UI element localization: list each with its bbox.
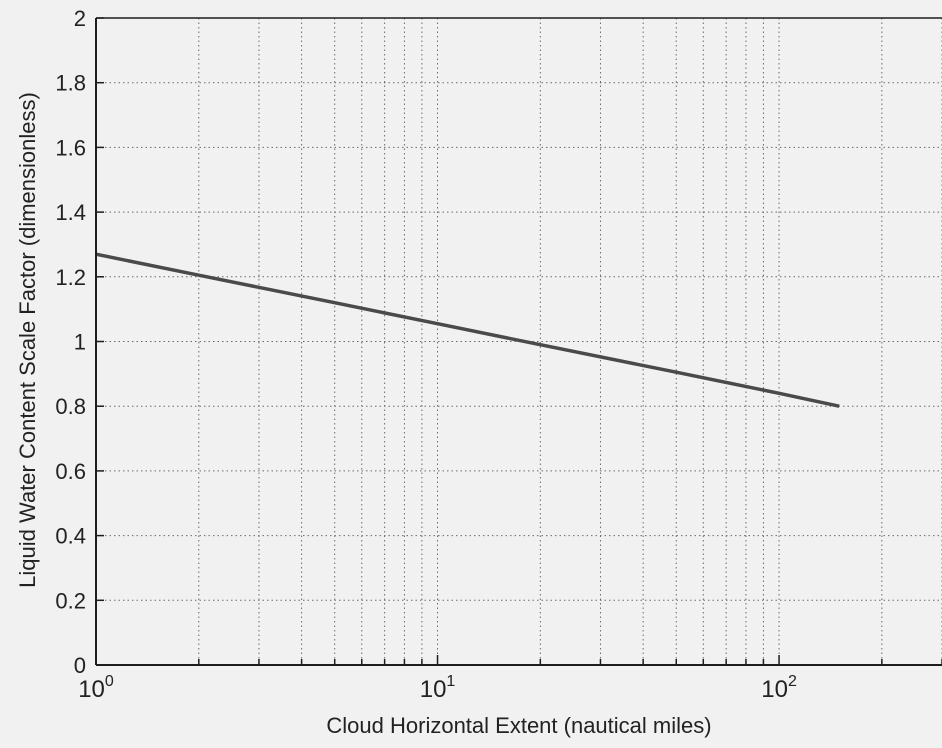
- y-tick-label: 0: [74, 653, 86, 678]
- y-axis-label: Liquid Water Content Scale Factor (dimen…: [15, 92, 40, 588]
- y-tick-label: 1.4: [55, 200, 86, 225]
- x-tick-label: 100: [78, 673, 114, 703]
- x-tick-label: 102: [761, 673, 797, 703]
- series-line: [95, 252, 840, 408]
- y-tick-label: 0.4: [55, 524, 86, 549]
- tick-labels: 0 0.2 0.4 0.6 0.8 1 1.2 1.4 1.6 1.8 2 100 101 102: [55, 6, 797, 703]
- y-tick-label: 1.6: [55, 135, 86, 160]
- axes: [95, 17, 942, 666]
- y-tick-label: 0.2: [55, 588, 86, 613]
- y-tick-label: 1.8: [55, 71, 86, 96]
- y-tick-label: 1: [74, 330, 86, 355]
- y-tick-label: 0.6: [55, 459, 86, 484]
- y-tick-label: 1.2: [55, 265, 86, 290]
- x-axis-label: Cloud Horizontal Extent (nautical miles): [326, 713, 711, 738]
- x-tick-label: 101: [420, 673, 456, 703]
- y-tick-label: 0.8: [55, 394, 86, 419]
- series-layer: [95, 252, 840, 408]
- y-tick-label: 2: [74, 6, 86, 31]
